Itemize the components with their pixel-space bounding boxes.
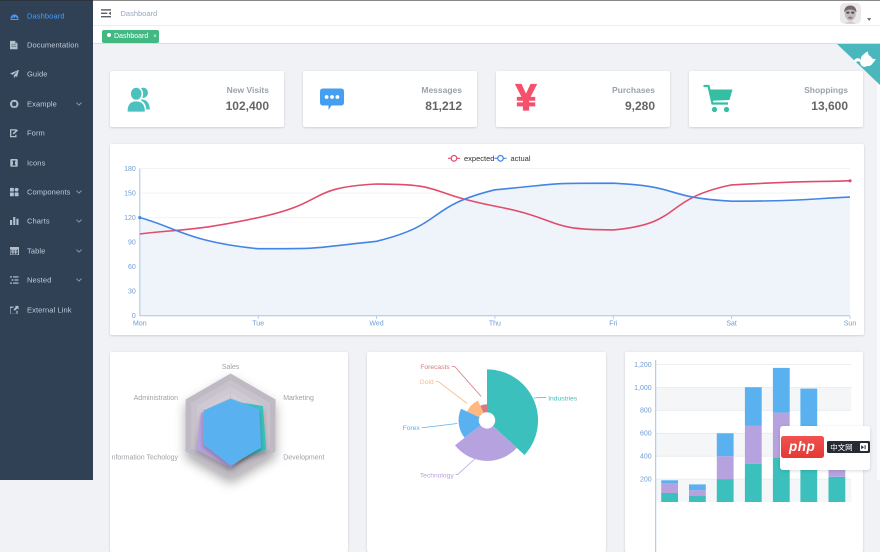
svg-text:Marketing: Marketing [283,395,314,402]
svg-text:Sales: Sales [222,364,240,371]
svg-text:Development: Development [283,455,324,462]
svg-text:Industries: Industries [548,395,578,402]
svg-text:60: 60 [128,264,136,271]
svg-text:90: 90 [128,239,136,246]
svg-text:Thu: Thu [488,320,500,327]
svg-text:0: 0 [131,313,135,320]
svg-text:Gold: Gold [420,379,434,386]
svg-text:30: 30 [128,288,136,295]
svg-text:800: 800 [640,408,652,415]
svg-text:actual: actual [510,153,530,162]
svg-text:Administration: Administration [134,395,178,402]
svg-text:120: 120 [124,215,136,222]
svg-text:1,200: 1,200 [634,362,652,369]
svg-text:Forex: Forex [403,425,421,432]
svg-text:Technology: Technology [420,472,454,479]
svg-text:600: 600 [640,431,652,438]
svg-text:200: 200 [640,477,652,484]
svg-text:Wed: Wed [369,320,383,327]
svg-text:Sun: Sun [843,320,856,327]
svg-text:Tue: Tue [252,320,264,327]
svg-text:150: 150 [124,190,136,197]
svg-text:400: 400 [640,454,652,461]
svg-text:Sat: Sat [726,320,737,327]
svg-text:Forecasts: Forecasts [421,364,451,371]
svg-text:180: 180 [124,165,136,172]
svg-text:Fri: Fri [609,320,618,327]
svg-text:Mon: Mon [132,320,146,327]
svg-text:1,000: 1,000 [634,385,652,392]
svg-text:nformation Techology: nformation Techology [112,455,179,462]
svg-text:expected: expected [464,153,494,162]
